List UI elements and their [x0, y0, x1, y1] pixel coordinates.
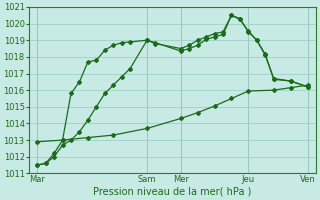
X-axis label: Pression niveau de la mer( hPa ): Pression niveau de la mer( hPa ) [93, 187, 252, 197]
